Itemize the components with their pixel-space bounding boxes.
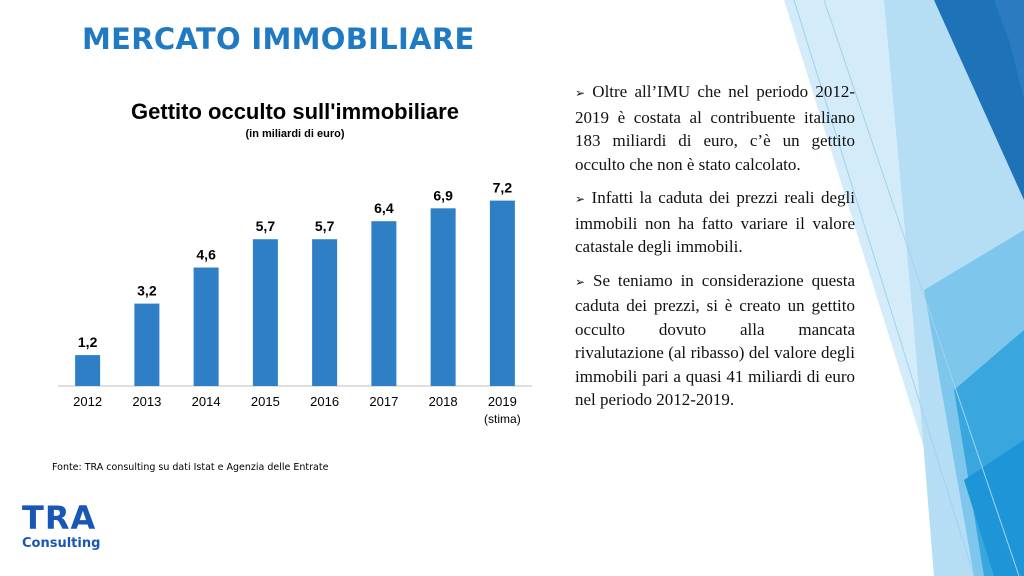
bullet-3: ➢ Se teniamo in considerazione questa ca… (575, 269, 855, 412)
bar-2019 (489, 200, 515, 386)
bar-2015 (252, 239, 278, 386)
x-tick-label-2015: 2015 (251, 394, 280, 409)
bar-2017 (371, 221, 397, 386)
bullet-text: Infatti la caduta dei prezzi reali degli… (575, 188, 855, 256)
x-tick-label-2019: 2019 (488, 394, 517, 409)
chart-plot-area: 1,2 2012 3,2 2013 4,6 2014 5,7 2015 5,7 2016 6,4 20… (58, 180, 532, 426)
data-label-2015: 5,7 (256, 218, 276, 234)
text-panel: ➢ Oltre all’IMU che nel periodo 2012-201… (575, 80, 855, 422)
logo-sub-text: Consulting (22, 536, 101, 551)
source-note: Fonte: TRA consulting su dati Istat e Ag… (52, 462, 329, 473)
tra-consulting-logo: TRA Consulting (22, 500, 122, 562)
bar-2012 (75, 355, 101, 386)
data-label-2019: 7,2 (493, 180, 513, 196)
x-tick-label-2012: 2012 (73, 394, 102, 409)
chart-title: Gettito occulto sull'immobiliare (131, 99, 459, 124)
x-tick-label-2016: 2016 (310, 394, 339, 409)
bullet-marker-icon: ➢ (575, 274, 586, 289)
bar-2016 (312, 239, 338, 386)
x-tick-label-2018: 2018 (429, 394, 458, 409)
bullet-marker-icon: ➢ (575, 192, 586, 206)
data-label-2017: 6,4 (374, 200, 394, 216)
decorative-background-shapes (784, 0, 1024, 576)
bar-2018 (430, 208, 456, 386)
x-tick-note-2019: (stima) (484, 412, 521, 426)
bar-chart: Gettito occulto sull'immobiliare (in mil… (50, 95, 540, 440)
chart-subtitle: (in miliardi di euro) (245, 128, 345, 140)
bullet-text: Oltre all’IMU che nel periodo 2012-2019 … (575, 82, 856, 174)
data-label-2018: 6,9 (433, 187, 453, 203)
x-tick-label-2014: 2014 (192, 394, 221, 409)
logo-main-text: TRA (22, 499, 97, 537)
bullet-1: ➢ Oltre all’IMU che nel periodo 2012-201… (575, 80, 855, 176)
data-label-2012: 1,2 (78, 334, 98, 350)
data-label-2014: 4,6 (196, 247, 216, 263)
x-tick-label-2017: 2017 (369, 394, 398, 409)
bullet-2: ➢ Infatti la caduta dei prezzi reali deg… (575, 186, 855, 259)
slide-title: MERCATO IMMOBILIARE (82, 22, 475, 56)
data-label-2016: 5,7 (315, 218, 335, 234)
left-margin (0, 0, 70, 576)
bar-2013 (134, 303, 160, 386)
data-label-2013: 3,2 (137, 283, 157, 299)
bullet-text: Se teniamo in considerazione questa cadu… (575, 270, 855, 410)
bar-2014 (193, 267, 219, 386)
bullet-marker-icon: ➢ (575, 86, 586, 100)
x-tick-label-2013: 2013 (132, 394, 161, 409)
